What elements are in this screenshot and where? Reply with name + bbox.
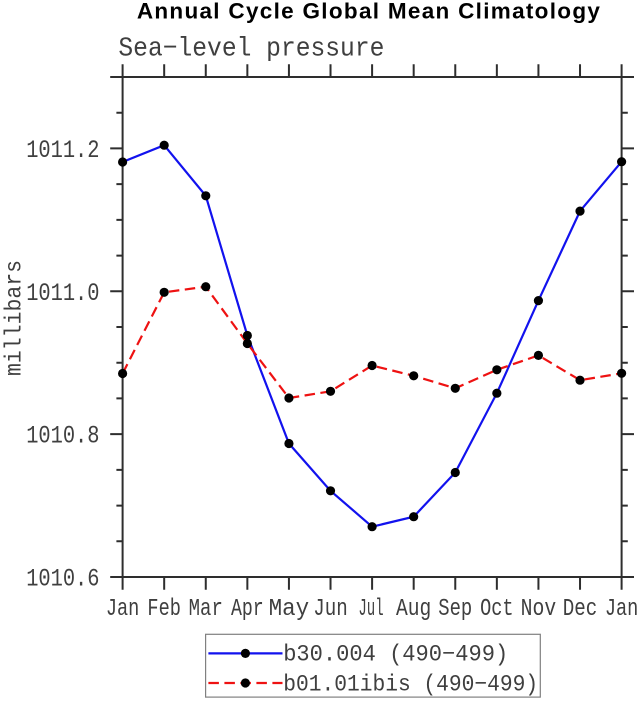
- svg-text:1011.2: 1011.2: [26, 136, 99, 165]
- svg-text:b30.004 (490−499): b30.004 (490−499): [283, 642, 508, 668]
- svg-text:Oct: Oct: [480, 596, 514, 623]
- svg-text:Jul: Jul: [358, 596, 383, 623]
- svg-text:Nov: Nov: [521, 596, 557, 623]
- svg-text:Aug: Aug: [396, 596, 431, 623]
- svg-text:1011.0: 1011.0: [26, 279, 99, 308]
- svg-text:1010.6: 1010.6: [26, 565, 99, 594]
- svg-text:1010.8: 1010.8: [26, 422, 99, 451]
- svg-text:Sea−level pressure: Sea−level pressure: [118, 34, 384, 64]
- svg-text:millibars: millibars: [1, 260, 28, 376]
- svg-text:Dec: Dec: [563, 596, 598, 623]
- svg-text:Mar: Mar: [189, 596, 223, 623]
- svg-text:Jan: Jan: [605, 596, 638, 623]
- svg-text:b01.01ibis (490−499): b01.01ibis (490−499): [283, 671, 538, 697]
- svg-text:Annual Cycle Global Mean Clima: Annual Cycle Global Mean Climatology: [137, 0, 601, 24]
- svg-text:Sep: Sep: [438, 596, 472, 623]
- svg-text:Feb: Feb: [147, 596, 181, 623]
- svg-text:May: May: [269, 596, 310, 623]
- svg-text:Jan: Jan: [106, 596, 140, 623]
- svg-text:Apr: Apr: [231, 596, 264, 623]
- svg-text:Jun: Jun: [313, 596, 348, 623]
